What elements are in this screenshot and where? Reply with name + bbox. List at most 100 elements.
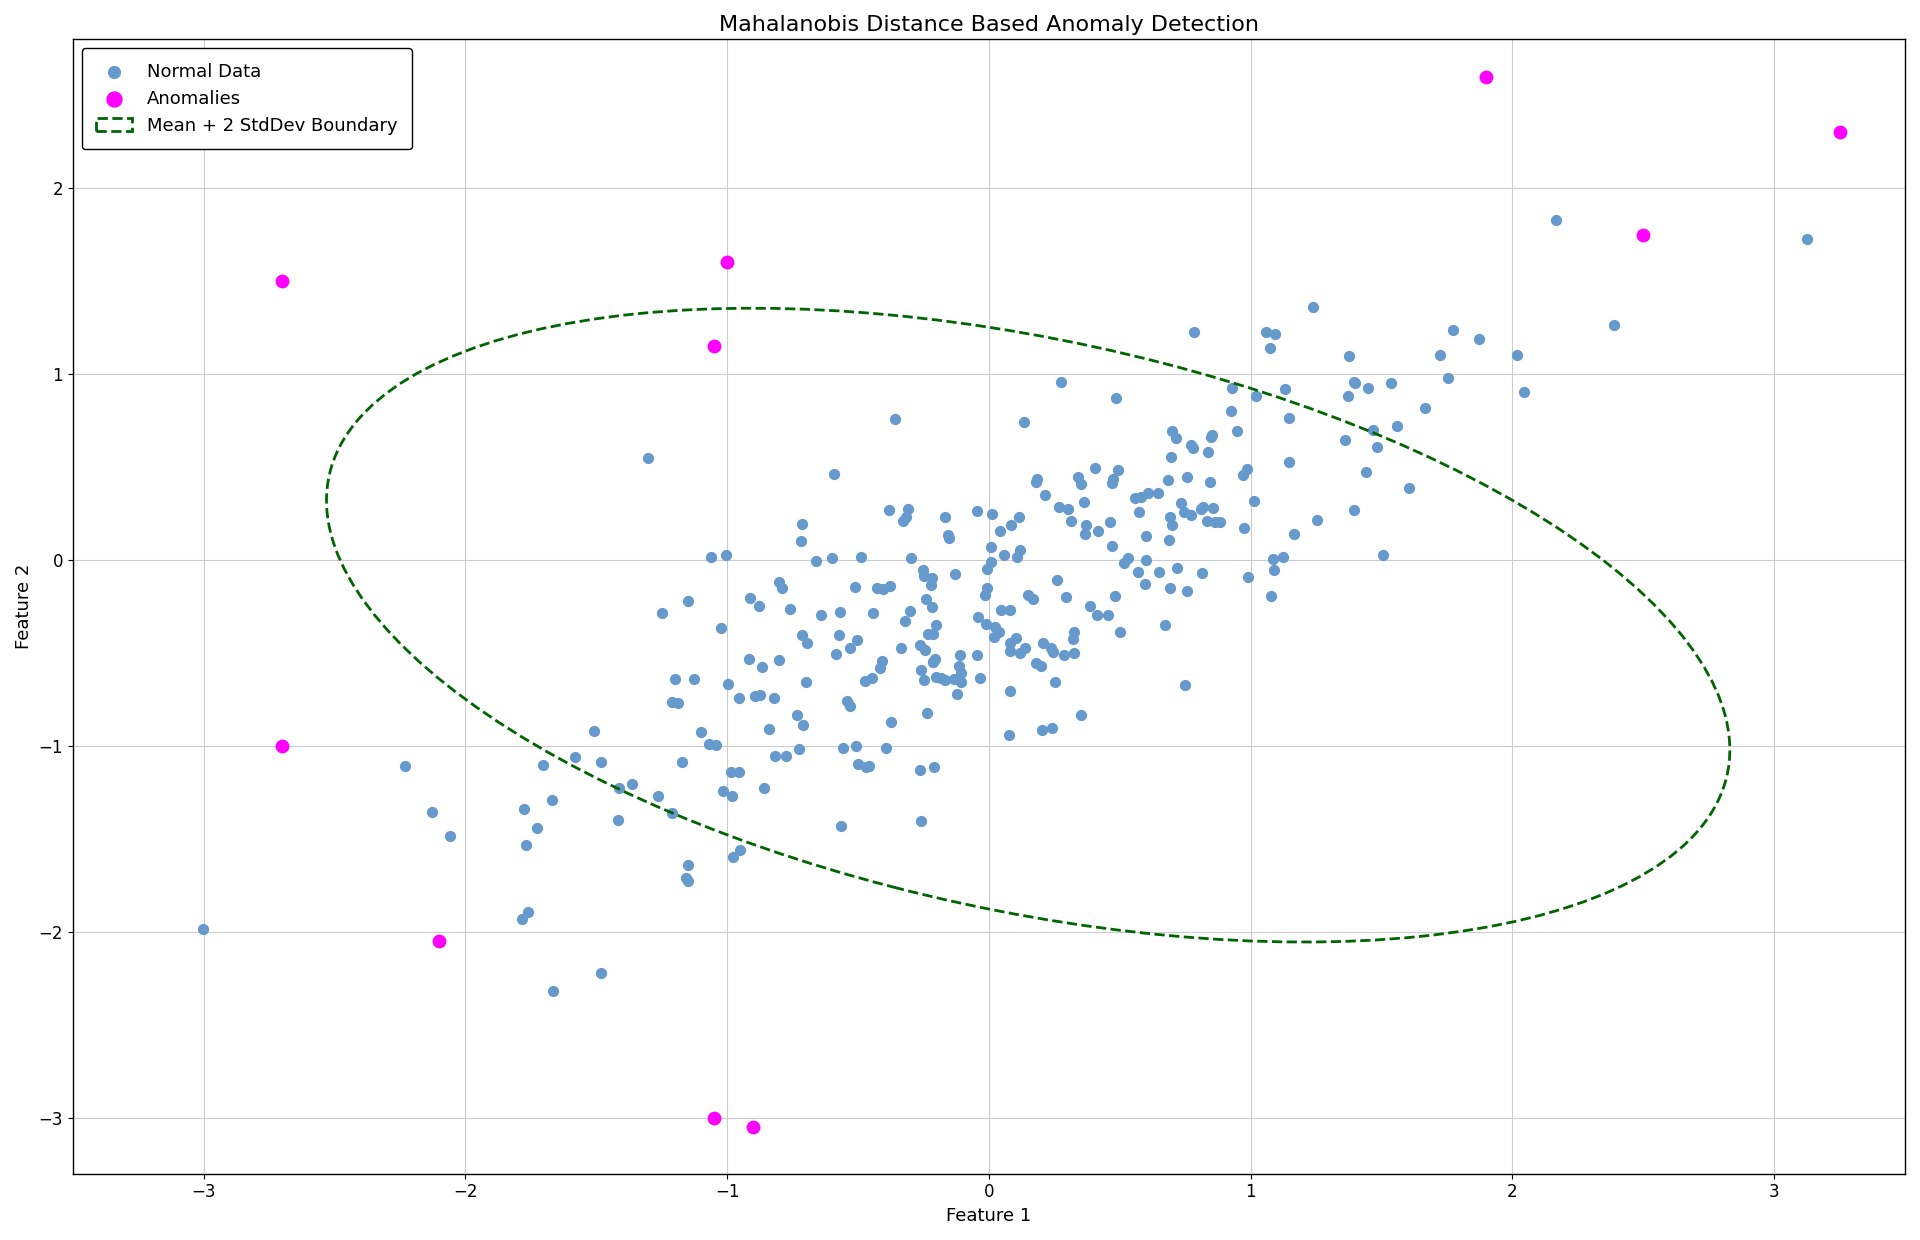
Normal Data xyxy=(1179,322,1210,342)
Normal Data xyxy=(1066,474,1096,494)
Normal Data xyxy=(647,604,678,624)
Normal Data xyxy=(726,841,756,861)
Normal Data xyxy=(1258,549,1288,569)
Normal Data xyxy=(1096,472,1127,492)
Normal Data xyxy=(874,501,904,521)
Normal Data xyxy=(1018,589,1048,609)
Normal Data xyxy=(1340,373,1371,393)
Normal Data xyxy=(701,735,732,755)
Normal Data xyxy=(705,619,735,639)
Normal Data xyxy=(1048,645,1079,665)
Normal Data xyxy=(764,650,795,670)
Normal Data xyxy=(1250,321,1281,341)
Normal Data xyxy=(895,600,925,620)
Normal Data xyxy=(866,658,897,678)
Anomalies xyxy=(1824,123,1855,143)
Normal Data xyxy=(945,646,975,666)
Normal Data xyxy=(862,578,893,598)
Normal Data xyxy=(1509,382,1540,402)
Normal Data xyxy=(1010,637,1041,657)
Normal Data xyxy=(1377,373,1407,393)
Anomalies xyxy=(699,1109,730,1128)
Normal Data xyxy=(1125,487,1156,507)
Normal Data xyxy=(962,606,993,626)
Normal Data xyxy=(586,753,616,773)
Normal Data xyxy=(745,686,776,706)
Normal Data xyxy=(1187,563,1217,583)
Anomalies xyxy=(737,1117,768,1137)
Normal Data xyxy=(764,572,795,591)
Normal Data xyxy=(1081,605,1112,625)
Normal Data xyxy=(904,760,935,780)
Normal Data xyxy=(1039,672,1069,692)
Normal Data xyxy=(914,625,945,645)
Normal Data xyxy=(513,901,543,921)
Normal Data xyxy=(1463,329,1494,348)
Normal Data xyxy=(1037,642,1068,662)
Normal Data xyxy=(904,660,935,680)
Normal Data xyxy=(920,615,950,635)
Normal Data xyxy=(1029,485,1060,505)
Normal Data xyxy=(1154,507,1185,527)
Normal Data xyxy=(1025,656,1056,676)
Normal Data xyxy=(685,723,716,743)
Normal Data xyxy=(1068,492,1098,512)
Normal Data xyxy=(1167,502,1198,522)
Normal Data xyxy=(872,738,902,758)
Normal Data xyxy=(1438,320,1469,340)
Normal Data xyxy=(1196,427,1227,446)
Normal Data xyxy=(559,748,589,768)
Normal Data xyxy=(1329,430,1359,450)
Normal Data xyxy=(657,692,687,712)
Normal Data xyxy=(1200,512,1231,532)
Normal Data xyxy=(1142,562,1173,582)
Normal Data xyxy=(1037,718,1068,738)
Normal Data xyxy=(1056,511,1087,531)
Normal Data xyxy=(1409,398,1440,418)
Normal Data xyxy=(672,590,703,610)
Normal Data xyxy=(632,448,662,467)
Normal Data xyxy=(1256,587,1286,606)
Anomalies xyxy=(699,336,730,356)
Normal Data xyxy=(1008,412,1039,432)
Title: Mahalanobis Distance Based Anomaly Detection: Mahalanobis Distance Based Anomaly Detec… xyxy=(718,15,1260,35)
Normal Data xyxy=(712,675,743,694)
Normal Data xyxy=(1104,621,1135,641)
Normal Data xyxy=(787,513,818,533)
Normal Data xyxy=(933,525,964,544)
Normal Data xyxy=(904,635,935,655)
Normal Data xyxy=(1131,527,1162,547)
Normal Data xyxy=(1083,521,1114,541)
Normal Data xyxy=(1035,639,1066,658)
Normal Data xyxy=(1043,497,1073,517)
Normal Data xyxy=(1004,541,1035,560)
Normal Data xyxy=(747,657,778,677)
Normal Data xyxy=(929,507,960,527)
Normal Data xyxy=(695,547,726,567)
Normal Data xyxy=(979,616,1010,636)
Normal Data xyxy=(1052,498,1083,518)
Normal Data xyxy=(1162,558,1192,578)
Normal Data xyxy=(1599,315,1630,335)
Normal Data xyxy=(1100,587,1131,606)
Normal Data xyxy=(1350,463,1380,482)
Normal Data xyxy=(972,578,1002,598)
Normal Data xyxy=(806,605,837,625)
Normal Data xyxy=(1000,627,1031,647)
Normal Data xyxy=(843,754,874,774)
Normal Data xyxy=(995,634,1025,653)
Normal Data xyxy=(1096,536,1127,556)
Normal Data xyxy=(933,528,964,548)
Normal Data xyxy=(1169,675,1200,694)
Normal Data xyxy=(1432,368,1463,388)
Normal Data xyxy=(785,625,816,645)
Normal Data xyxy=(1158,516,1188,536)
Normal Data xyxy=(1043,570,1073,590)
Normal Data xyxy=(801,552,831,572)
Normal Data xyxy=(578,720,609,740)
Normal Data xyxy=(1058,629,1089,649)
Normal Data xyxy=(749,779,780,799)
Normal Data xyxy=(1027,720,1058,740)
Normal Data xyxy=(417,802,447,822)
Normal Data xyxy=(659,668,689,688)
